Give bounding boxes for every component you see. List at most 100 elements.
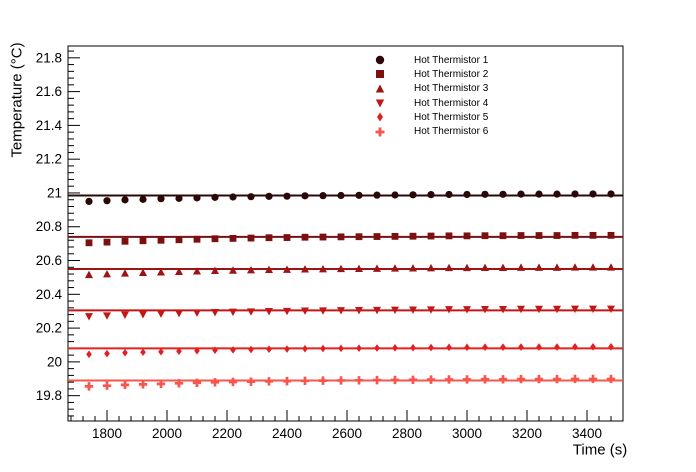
data-point [121,196,129,204]
data-point [139,195,147,203]
data-point [139,237,147,245]
data-point [607,190,615,198]
y-tick-label: 21.6 [36,84,62,99]
y-tick-label: 19.8 [36,388,62,403]
data-point [409,306,417,314]
data-point [355,264,363,273]
data-point [535,263,543,271]
data-point [283,192,291,200]
legend-label: Hot Thermistor 4 [414,97,489,109]
data-point [392,344,398,352]
data-point [84,382,94,391]
data-point [410,343,416,352]
data-point [302,344,308,353]
data-point [553,263,561,271]
legend-label: Hot Thermistor 2 [414,68,489,80]
data-point [409,264,417,272]
data-point [157,236,165,244]
legend-label: Hot Thermistor 3 [414,83,489,95]
data-point [338,344,344,353]
data-point [211,235,219,243]
y-tick-label: 20 [47,354,62,369]
triangle-down-icon [375,99,385,108]
data-point [588,374,598,384]
data-point [265,234,273,242]
data-point [229,234,237,242]
data-point [463,263,471,272]
data-point [337,233,345,241]
data-point [174,379,184,388]
data-point [140,348,146,357]
data-point [176,347,182,356]
data-point [589,231,597,239]
data-point [318,376,328,385]
data-point [157,310,165,318]
data-point [462,375,472,384]
data-point [212,346,218,355]
diamond-icon [377,112,383,122]
y-tick-label: 20.2 [36,321,62,336]
y-tick-label: 20.8 [36,219,62,234]
legend-item: Hot Thermistor 2 [372,67,488,81]
data-point [408,375,418,384]
legend: Hot Thermistor 1 Hot Thermistor 2 Hot Th… [372,53,488,139]
data-point [103,270,111,278]
data-point [481,305,489,314]
data-point [319,264,327,273]
data-point [571,231,579,239]
data-point [301,233,309,241]
data-point [356,344,362,352]
y-axis-title: Temperature (°C) [8,42,26,158]
data-point [248,345,254,354]
data-point [192,378,202,388]
data-point [427,232,435,240]
legend-item: Hot Thermistor 5 [372,110,488,124]
data-point [481,232,489,240]
data-point [301,265,309,273]
data-point [175,236,183,244]
data-point [427,191,435,199]
data-point [283,307,291,316]
data-point [193,267,201,275]
data-point [445,306,453,314]
data-point [482,343,488,351]
data-point [446,343,452,352]
data-point [590,343,596,351]
series-2 [68,231,623,247]
data-point [156,379,166,389]
y-tick-label: 20.6 [36,253,62,268]
data-point [211,193,219,201]
data-point [86,350,92,359]
data-point [589,305,597,314]
data-point [103,197,111,205]
filled-circle-icon [375,55,385,65]
data-point [373,264,381,272]
data-point [284,345,290,353]
data-point [463,306,471,314]
data-point [175,310,183,318]
data-point [247,308,255,316]
data-point [535,305,543,314]
data-point [481,263,489,271]
data-point [139,311,147,319]
legend-label: Hot Thermistor 6 [414,126,489,138]
data-point [265,265,273,274]
series-1 [68,190,623,206]
data-point [247,234,255,242]
data-point [210,378,220,387]
data-point [355,191,363,199]
x-tick-label: 2000 [152,426,182,441]
data-point [246,377,256,386]
series-3 [68,263,623,279]
data-point [266,345,272,354]
data-point [445,263,453,272]
data-point [122,348,128,357]
data-point [427,263,435,272]
data-point [517,305,525,314]
data-point [157,195,165,203]
data-point [85,239,93,247]
data-point [193,235,201,243]
data-point [175,267,183,276]
data-point [229,266,237,274]
